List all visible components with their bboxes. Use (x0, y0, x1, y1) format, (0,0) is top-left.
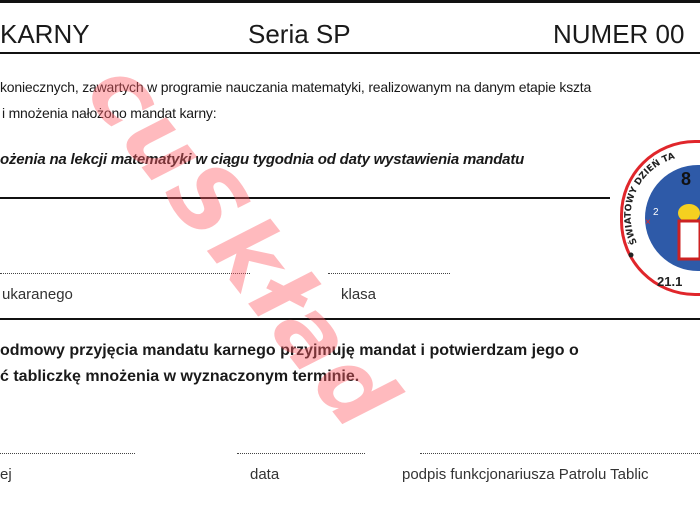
ticket-number: NUMER 00 (553, 19, 685, 49)
fields-divider (0, 318, 700, 320)
class-label: klasa (341, 286, 377, 303)
penalty-text: ożenia na lekcji matematyki w ciągu tygo… (0, 151, 525, 168)
date-line (237, 453, 365, 454)
declaration-line-1: odmowy przyjęcia mandatu karnego przyjmu… (0, 342, 579, 359)
signature-left-label: ej (0, 466, 12, 483)
class-field-line (328, 273, 450, 274)
badge-dot (628, 252, 634, 258)
penalty-divider (0, 197, 610, 199)
badge-two: 2 (653, 207, 659, 218)
declaration-line-2: ć tabliczkę mnożenia w wyznaczonym termi… (0, 368, 360, 385)
intro-line-2: i mnożenia nałożono mandat karny: (2, 105, 217, 121)
officer-signature-label: podpis funkcjonariusza Patrolu Tablic (402, 466, 649, 483)
top-border (0, 0, 700, 3)
signature-line-left (0, 453, 135, 454)
event-badge-logo: ŚWIATOWY DZIEŃ TA 8 21.1 2 × (620, 140, 700, 296)
date-label: data (250, 466, 280, 483)
intro-line-1: koniecznych, zawartych w programie naucz… (0, 79, 592, 95)
officer-signature-line (420, 453, 700, 454)
name-field-line (0, 273, 250, 274)
popcorn-icon (678, 204, 700, 222)
badge-text-svg: ŚWIATOWY DZIEŃ TA 8 21.1 2 × (624, 152, 700, 289)
badge-times: × (645, 217, 651, 228)
watermark: cuSkład (65, 40, 420, 451)
name-label: ukaranego (2, 286, 73, 303)
ticket-title: KARNY (0, 19, 90, 49)
badge-number: 8 (681, 169, 691, 189)
svg-text:ŚWIATOWY DZIEŃ TA: ŚWIATOWY DZIEŃ TA (624, 152, 677, 247)
badge-arc-text: ŚWIATOWY DZIEŃ TA (624, 152, 677, 247)
header-divider (0, 52, 700, 54)
series-label: Seria SP (248, 19, 351, 49)
popcorn-box-icon (677, 219, 700, 261)
badge-date: 21.1 (657, 274, 682, 289)
